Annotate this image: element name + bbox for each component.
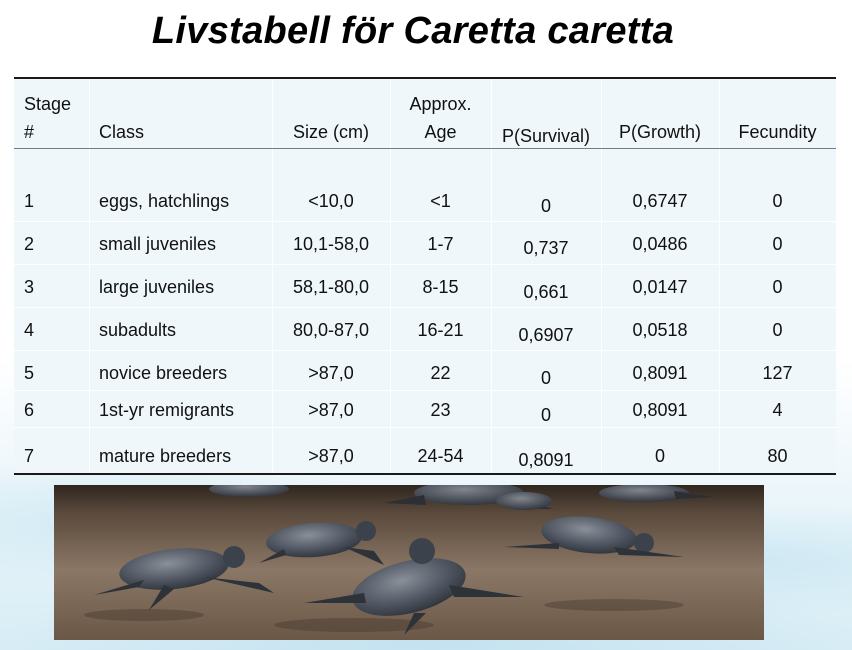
cell-fecundity: 80 xyxy=(767,446,788,466)
cell-class: 1st-yr remigrants xyxy=(99,400,235,420)
cell-size: 80,0-87,0 xyxy=(292,320,370,340)
cell-stage: 7 xyxy=(24,446,35,466)
cell-stage: 6 xyxy=(24,400,35,420)
column-divider xyxy=(601,79,602,473)
cell-class: small juveniles xyxy=(99,234,217,254)
cell-stage: 3 xyxy=(24,277,35,297)
cell-class: subadults xyxy=(99,320,177,340)
cell-growth: 0,8091 xyxy=(632,363,688,383)
column-divider xyxy=(719,79,720,473)
cell-age: 22 xyxy=(430,363,451,383)
cell-growth: 0,6747 xyxy=(632,191,688,211)
cell-age: <1 xyxy=(430,191,451,211)
row-divider xyxy=(14,427,836,428)
header-survival: P(Survival) xyxy=(501,126,590,146)
cell-fecundity: 0 xyxy=(772,320,783,340)
header-stage-line2: # xyxy=(24,122,35,142)
cell-survival: 0,6907 xyxy=(518,325,574,345)
cell-size: <10,0 xyxy=(308,191,354,211)
cell-survival: 0,8091 xyxy=(518,450,574,470)
cell-stage: 2 xyxy=(24,234,35,254)
header-age-line2: Age xyxy=(424,122,457,142)
header-growth: P(Growth) xyxy=(618,122,701,142)
cell-survival: 0 xyxy=(540,196,551,216)
cell-size: 10,1-58,0 xyxy=(292,234,370,254)
header-size: Size (cm) xyxy=(293,122,369,142)
cell-size: >87,0 xyxy=(308,400,354,420)
cell-class: mature breeders xyxy=(99,446,232,466)
life-table: Stage # Class Size (cm) Approx. Age P(Su… xyxy=(14,77,836,475)
row-divider xyxy=(14,307,836,308)
row-divider xyxy=(14,221,836,222)
row-divider xyxy=(14,350,836,351)
cell-age: 23 xyxy=(430,400,451,420)
column-divider xyxy=(390,79,391,473)
cell-survival: 0,661 xyxy=(523,282,569,302)
cell-growth: 0,8091 xyxy=(632,400,688,420)
cell-age: 8-15 xyxy=(422,277,459,297)
column-divider xyxy=(272,79,273,473)
cell-size: 58,1-80,0 xyxy=(292,277,370,297)
cell-class: eggs, hatchlings xyxy=(99,191,230,211)
cell-fecundity: 0 xyxy=(772,234,783,254)
row-divider xyxy=(14,264,836,265)
header-age-line1: Approx. xyxy=(409,94,472,114)
cell-survival: 0,737 xyxy=(523,238,569,258)
cell-size: >87,0 xyxy=(308,446,354,466)
slide-title: Livstabell för Caretta caretta xyxy=(151,10,675,52)
header-divider xyxy=(14,148,836,149)
cell-age: 24-54 xyxy=(417,446,464,466)
cell-survival: 0 xyxy=(540,368,551,388)
header-stage-line1: Stage xyxy=(24,94,72,114)
cell-stage: 5 xyxy=(24,363,35,383)
cell-growth: 0,0486 xyxy=(632,234,688,254)
cell-age: 1-7 xyxy=(427,234,454,254)
cell-fecundity: 0 xyxy=(772,277,783,297)
cell-class: large juveniles xyxy=(99,277,215,297)
cell-fecundity: 127 xyxy=(762,363,793,383)
cell-age: 16-21 xyxy=(417,320,464,340)
column-divider xyxy=(491,79,492,473)
cell-stage: 1 xyxy=(24,191,35,211)
header-class: Class xyxy=(99,122,145,142)
turtle-hatchlings-illustration xyxy=(54,485,764,640)
column-divider xyxy=(89,79,90,473)
cell-growth: 0,0147 xyxy=(632,277,688,297)
cell-growth: 0 xyxy=(654,446,665,466)
header-fecundity: Fecundity xyxy=(738,122,817,142)
cell-fecundity: 4 xyxy=(772,400,783,420)
cell-growth: 0,0518 xyxy=(632,320,688,340)
cell-survival: 0 xyxy=(540,405,551,425)
cell-fecundity: 0 xyxy=(772,191,783,211)
row-divider xyxy=(14,390,836,391)
cell-class: novice breeders xyxy=(99,363,228,383)
cell-size: >87,0 xyxy=(308,363,354,383)
turtle-hatchlings-photo xyxy=(54,485,764,640)
cell-stage: 4 xyxy=(24,320,35,340)
